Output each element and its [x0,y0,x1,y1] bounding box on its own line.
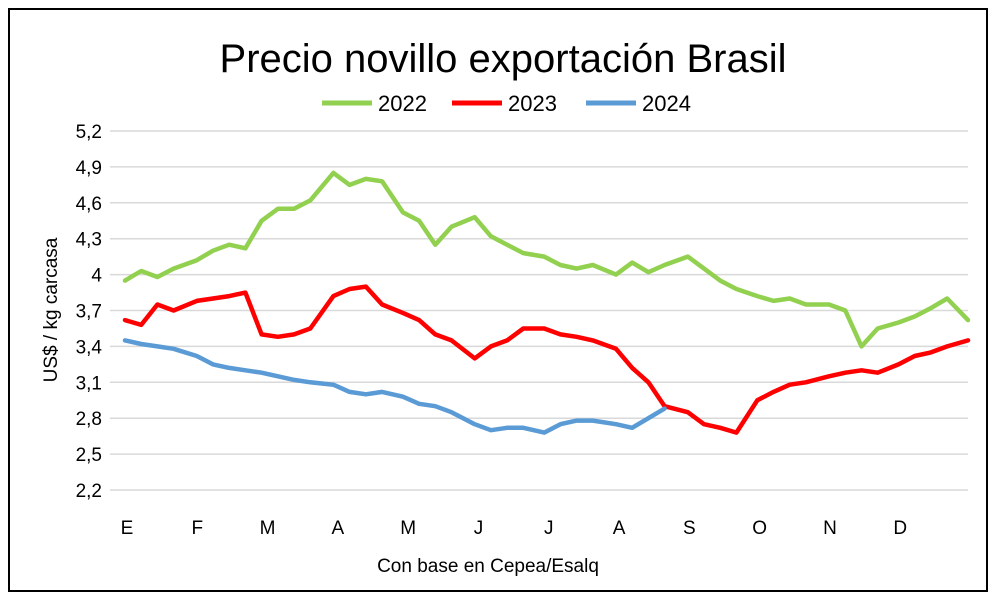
x-tick-label: J [474,518,484,539]
y-tick-label: 4,3 [76,230,102,251]
x-axis-label: Con base en Cepea/Esalq [377,556,599,577]
y-tick-label: 2,5 [76,445,102,466]
series-line-2024 [122,338,667,435]
y-tick-label: 2,8 [76,409,102,430]
legend-label: 2024 [642,91,691,116]
series-lines [122,170,971,435]
x-tick-label: N [823,518,837,539]
y-ticks: 5,2 4,9 4,6 4,3 4 3,7 3,4 3,1 2,8 2,5 2,2 [76,122,103,502]
legend-label: 2023 [508,91,557,116]
y-tick-label: 3,7 [76,302,102,323]
x-tick-label: A [332,518,345,539]
x-tick-label: O [752,518,767,539]
y-tick-label: 4 [91,266,102,287]
y-tick-label: 2,2 [76,481,102,502]
y-tick-label: 5,2 [76,122,102,143]
grid [110,130,968,491]
y-axis-label: US$ / kg carcasa [41,237,62,382]
x-tick-label: E [121,518,134,539]
x-tick-label: F [191,518,203,539]
chart-frame [8,8,988,592]
y-tick-label: 4,6 [76,194,102,215]
x-tick-label: J [544,518,554,539]
y-tick-label: 4,9 [76,158,102,179]
series-line-2022 [122,170,971,349]
x-tick-label: M [400,518,416,539]
x-tick-label: M [260,518,276,539]
y-tick-label: 3,1 [76,373,102,394]
y-tick-label: 3,4 [76,337,103,358]
x-tick-label: S [683,518,696,539]
chart-title: Precio novillo exportación Brasil [220,37,787,81]
legend-label: 2022 [378,91,427,116]
series-line-2023 [122,284,971,435]
x-tick-label: A [613,518,626,539]
legend: 2022 2023 2024 [322,91,691,116]
x-tick-label: D [893,518,907,539]
